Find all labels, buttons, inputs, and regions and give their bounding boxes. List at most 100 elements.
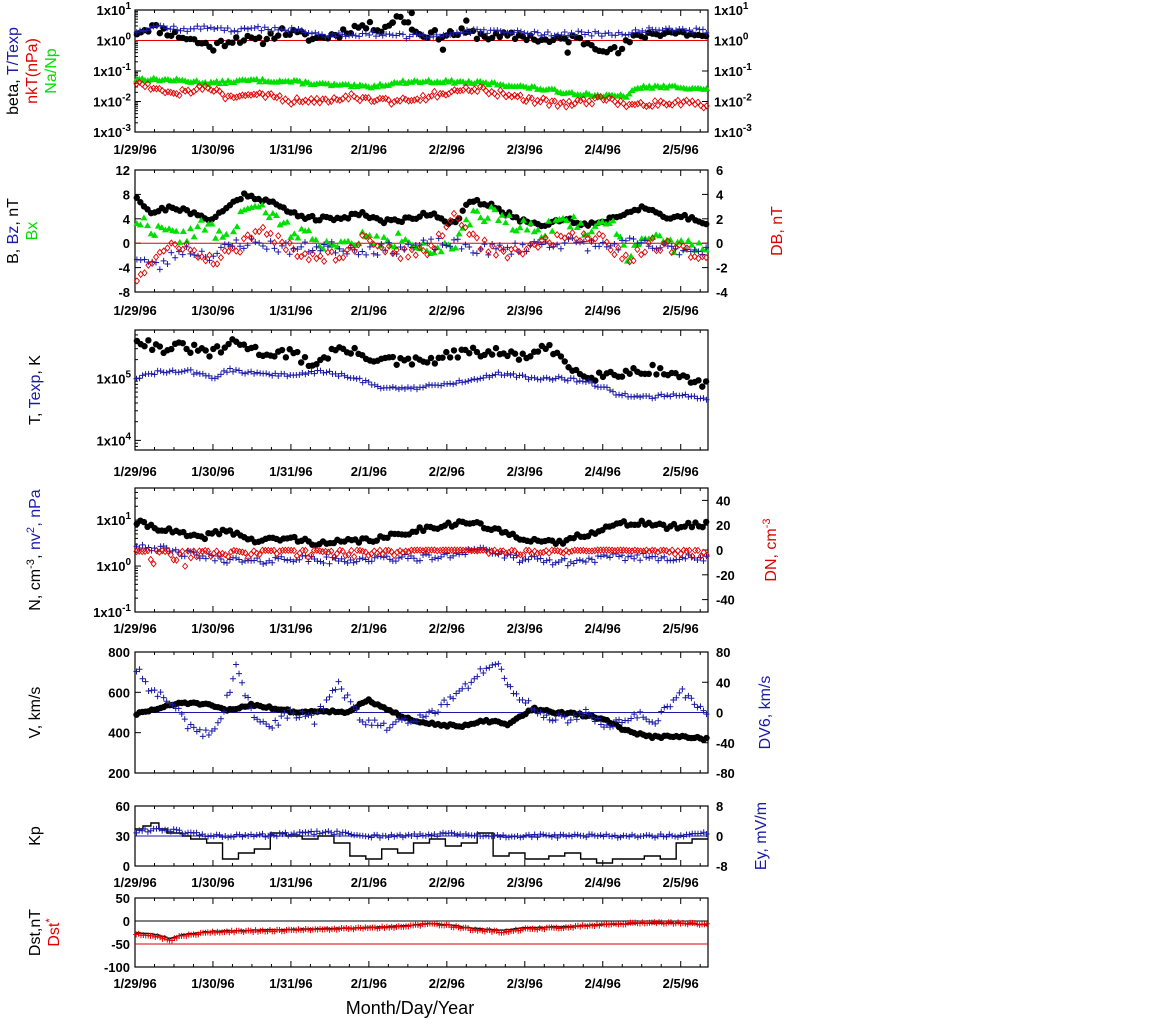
data-point <box>392 718 399 725</box>
data-point <box>260 718 267 725</box>
data-point <box>353 94 361 103</box>
data-point <box>531 28 538 35</box>
data-point <box>217 37 225 45</box>
data-point <box>685 393 692 400</box>
data-point <box>255 203 263 210</box>
data-point <box>607 246 614 254</box>
data-point <box>471 85 478 93</box>
data-point <box>313 254 320 263</box>
data-point <box>453 29 460 36</box>
data-point <box>201 226 209 233</box>
data-point <box>501 675 508 682</box>
data-point <box>661 704 668 711</box>
data-point <box>305 248 312 255</box>
data-point <box>629 831 636 838</box>
data-point <box>655 557 662 564</box>
data-point <box>573 366 580 374</box>
data-point <box>703 102 710 110</box>
x-tick-label: 2/3/96 <box>507 303 543 318</box>
data-point <box>271 24 278 31</box>
data-point <box>584 231 592 238</box>
data-point <box>611 250 618 259</box>
data-point <box>363 251 370 258</box>
data-point <box>424 359 431 366</box>
data-point <box>626 370 633 377</box>
data-point <box>169 701 176 708</box>
data-point <box>293 94 300 102</box>
data-point <box>341 694 348 701</box>
data-point <box>507 372 514 379</box>
data-point <box>179 85 186 94</box>
data-point <box>217 253 225 262</box>
data-point <box>676 556 683 563</box>
data-point <box>651 834 658 841</box>
data-point <box>645 239 652 247</box>
data-point <box>147 555 154 564</box>
data-point <box>259 40 267 48</box>
data-point <box>505 834 512 841</box>
data-point <box>226 365 233 372</box>
data-point <box>515 356 523 363</box>
data-point <box>332 33 339 40</box>
data-point <box>196 82 203 90</box>
data-point <box>435 235 442 242</box>
data-point <box>555 710 562 717</box>
data-point <box>428 832 435 839</box>
data-point <box>353 83 361 90</box>
x-tick-label: 2/4/96 <box>585 303 621 318</box>
data-point <box>588 228 596 235</box>
data-point <box>272 717 279 724</box>
data-point <box>640 714 647 721</box>
data-point <box>401 236 409 243</box>
data-point <box>697 552 704 560</box>
data-point <box>362 377 369 384</box>
data-point <box>323 369 330 376</box>
data-point <box>272 370 279 377</box>
data-point <box>141 343 148 350</box>
data-point <box>634 714 641 721</box>
data-point <box>181 367 188 374</box>
data-point <box>444 701 451 708</box>
data-point <box>362 25 370 32</box>
data-point <box>399 548 406 557</box>
data-point <box>205 833 212 840</box>
data-point <box>297 359 305 366</box>
data-point <box>623 257 631 264</box>
data-point <box>534 29 541 36</box>
data-point <box>577 239 584 246</box>
data-point <box>481 241 488 248</box>
data-point <box>592 377 599 384</box>
data-point <box>691 701 698 708</box>
data-point <box>408 244 415 251</box>
data-point <box>552 717 559 724</box>
data-point <box>377 722 384 729</box>
data-point <box>325 828 332 835</box>
data-point <box>674 96 682 105</box>
data-point <box>308 828 315 835</box>
data-point <box>272 211 280 218</box>
data-point <box>420 237 427 244</box>
data-point <box>519 696 526 703</box>
data-point <box>204 25 211 32</box>
data-point <box>401 385 408 392</box>
data-point <box>697 830 704 837</box>
data-point <box>420 384 427 391</box>
data-point <box>595 369 603 376</box>
data-point <box>139 80 146 88</box>
data-point <box>674 238 682 245</box>
data-point <box>164 547 172 555</box>
data-point <box>393 32 400 39</box>
data-point <box>163 369 170 376</box>
data-point <box>453 690 460 697</box>
data-point <box>697 703 704 710</box>
data-point <box>339 31 346 38</box>
data-point <box>670 557 677 564</box>
data-point <box>252 239 259 246</box>
data-point <box>513 214 520 221</box>
data-point <box>133 219 141 226</box>
data-point <box>450 552 457 559</box>
data-point <box>491 546 498 554</box>
data-point <box>193 369 200 376</box>
data-point <box>268 28 275 35</box>
series-n <box>133 517 710 549</box>
